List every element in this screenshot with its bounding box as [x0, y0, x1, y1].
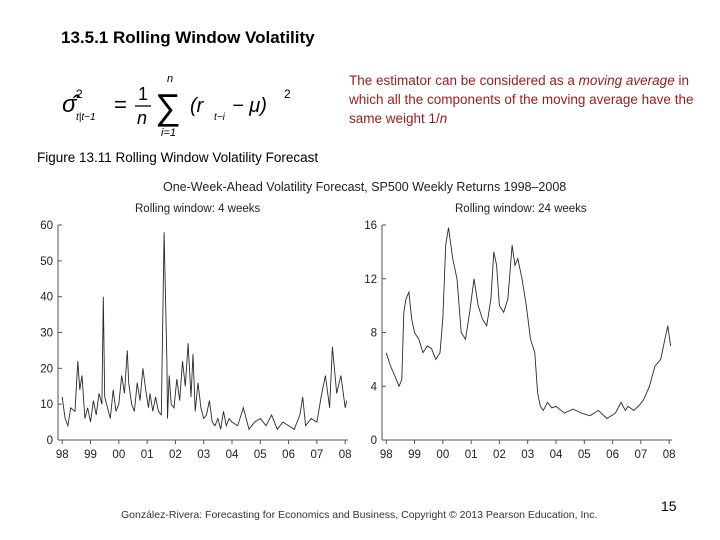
- x-tick-label: 00: [436, 449, 449, 461]
- y-tick-label: 16: [364, 220, 377, 232]
- estimator-note: The estimator can be considered as a mov…: [349, 71, 709, 128]
- x-tick-label: 01: [141, 449, 154, 461]
- y-tick-label: 50: [40, 256, 53, 268]
- formula-lhs: σ̂: [62, 91, 80, 118]
- formula-body-sub: t−i: [214, 112, 226, 123]
- left-chart-subtitle: Rolling window: 4 weeks: [135, 203, 261, 215]
- x-tick-label: 02: [493, 449, 506, 461]
- x-tick-label: 05: [254, 449, 267, 461]
- y-tick-label: 0: [371, 435, 377, 447]
- section-title: 13.5.1 Rolling Window Volatility: [61, 28, 315, 47]
- x-tick-label: 07: [634, 449, 647, 461]
- chart-title: One-Week-Ahead Volatility Forecast, SP50…: [163, 180, 566, 194]
- y-tick-label: 40: [40, 292, 53, 304]
- figure-caption: Figure 13.11 Rolling Window Volatility F…: [37, 150, 319, 165]
- volatility-charts: One-Week-Ahead Volatility Forecast, SP50…: [40, 180, 675, 461]
- y-tick-label: 10: [40, 399, 53, 411]
- y-tick-label: 60: [40, 220, 53, 232]
- formula-equals: =: [114, 92, 127, 117]
- x-tick-label: 06: [606, 449, 619, 461]
- x-tick-label: 98: [56, 449, 69, 461]
- series-line: [61, 232, 348, 431]
- x-tick-label: 04: [550, 449, 563, 461]
- right-chart-subtitle: Rolling window: 24 weeks: [455, 203, 587, 215]
- x-tick-label: 05: [578, 449, 591, 461]
- x-tick-label: 99: [84, 449, 97, 461]
- formula-body: (r: [190, 95, 205, 117]
- note-pre: The estimator can be considered as a: [349, 73, 579, 88]
- x-tick-label: 08: [339, 449, 352, 461]
- series-line: [385, 227, 672, 420]
- formula-body-rest: − μ): [232, 95, 267, 117]
- x-tick-label: 02: [169, 449, 182, 461]
- left-chart-4-weeks: 0 10 20 30 40 50 60 98 99 00 01 02 03 04 05 06 07 08: [40, 220, 351, 461]
- x-tick-label: 06: [282, 449, 295, 461]
- formula-lhs-sup: 2: [76, 87, 83, 101]
- y-tick-label: 0: [47, 435, 53, 447]
- y-tick-label: 20: [40, 363, 53, 375]
- x-tick-label: 01: [465, 449, 478, 461]
- y-tick-label: 30: [40, 328, 53, 340]
- y-tick-label: 8: [371, 328, 377, 340]
- footer-copyright: González-Rivera: Forecasting for Economi…: [121, 509, 598, 521]
- x-tick-label: 04: [226, 449, 239, 461]
- note-post: in which all the components of the movin…: [349, 73, 694, 126]
- formula-frac-den: n: [137, 108, 147, 128]
- volatility-formula: σ̂ 2 t|t−1 = 1 n n ∑ i=1 (r t−i − μ) 2: [62, 73, 291, 139]
- formula-frac-num: 1: [138, 84, 148, 104]
- x-tick-label: 99: [408, 449, 421, 461]
- x-tick-label: 98: [380, 449, 393, 461]
- note-emphasis: moving average: [578, 73, 675, 88]
- formula-lhs-sub: t|t−1: [76, 112, 96, 123]
- x-tick-label: 03: [521, 449, 534, 461]
- x-tick-label: 00: [112, 449, 125, 461]
- formula-body-sup: 2: [284, 87, 291, 101]
- x-tick-label: 08: [663, 449, 676, 461]
- y-tick-label: 12: [364, 274, 377, 286]
- x-tick-label: 07: [310, 449, 323, 461]
- page-number: 15: [661, 498, 677, 514]
- x-tick-label: 03: [197, 449, 210, 461]
- formula-sum-bottom: i=1: [161, 127, 176, 139]
- y-tick-label: 4: [371, 381, 378, 393]
- formula-sum-top: n: [167, 73, 173, 85]
- formula-sum-sign: ∑: [155, 86, 181, 127]
- note-n: n: [439, 111, 448, 126]
